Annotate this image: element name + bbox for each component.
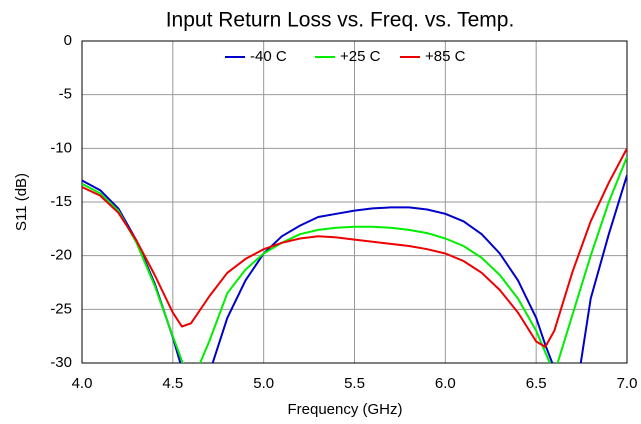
x-tick-label: 6.0 [435,375,456,392]
x-tick-label: 5.5 [344,375,365,392]
x-tick-label: 5.0 [253,375,274,392]
legend-label: +85 C [425,48,466,65]
y-tick-label: -25 [50,300,72,317]
x-tick-label: 4.5 [162,375,183,392]
y-tick-label: -30 [50,354,72,371]
y-tick-label: -5 [59,86,72,103]
y-tick-label: -10 [50,139,72,156]
x-tick-label: 4.0 [72,375,93,392]
series-line [82,147,627,348]
x-tick-label: 7.0 [617,375,638,392]
y-tick-label: -20 [50,247,72,264]
legend-label: +25 C [340,48,381,65]
x-axis-label: Frequency (GHz) [287,401,402,418]
plot-lines [82,147,627,363]
chart-title: Input Return Loss vs. Freq. vs. Temp. [166,9,515,32]
plot-frame [81,40,628,364]
y-tick-label: 0 [64,32,72,49]
x-tick-label: 6.5 [526,375,547,392]
y-tick-label: -15 [50,193,72,210]
series-line [82,174,627,363]
y-axis-label: S11 (dB) [13,173,30,231]
legend-label: -40 C [250,48,287,65]
